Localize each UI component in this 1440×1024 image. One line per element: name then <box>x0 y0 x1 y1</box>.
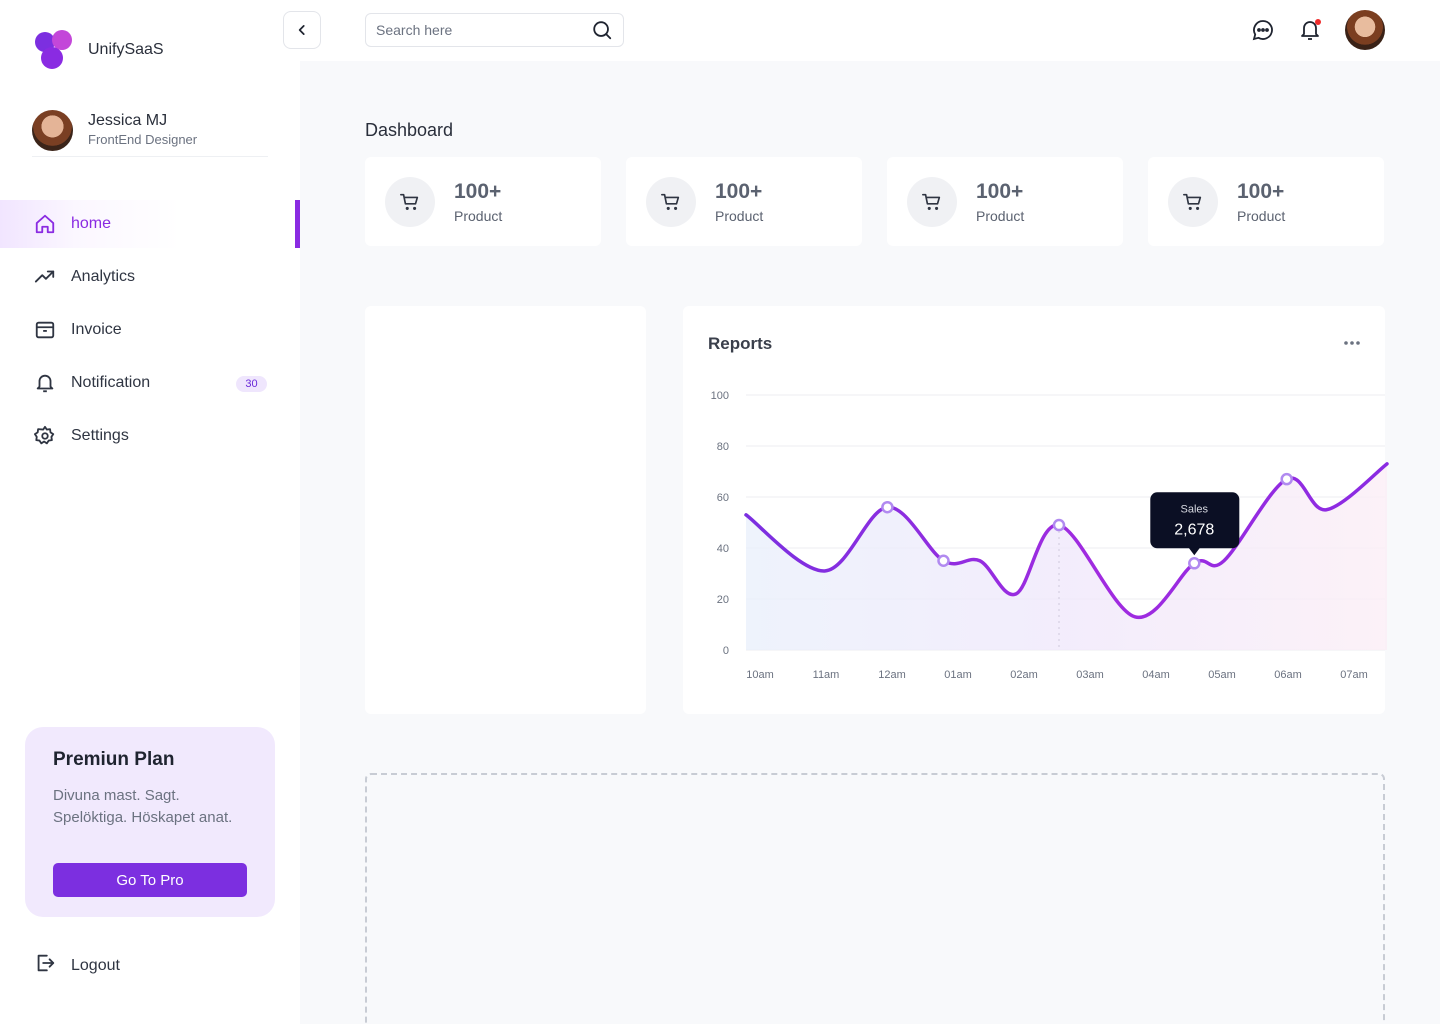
sidebar-item-label: Analytics <box>71 268 136 285</box>
chart-title: Reports <box>708 334 773 353</box>
x-tick-label: 02am <box>1010 669 1038 681</box>
x-tick-label: 07am <box>1340 669 1368 681</box>
data-point <box>1280 472 1293 486</box>
y-tick-label: 40 <box>717 543 729 555</box>
sidebar-nav: home Analytics Invoice Notification 30 <box>0 200 300 465</box>
promo-text: Divuna mast. Sagt. Spelöktiga. Höskapet … <box>53 787 233 826</box>
sales-tooltip: Sales 2,678 <box>1150 492 1240 556</box>
brand[interactable]: UnifySaaS <box>34 30 164 70</box>
sidebar-item-label: home <box>71 215 112 232</box>
x-tick-label: 04am <box>1142 669 1170 681</box>
data-point <box>881 500 894 514</box>
archive-box-icon <box>34 319 56 341</box>
more-horizontal-icon <box>1344 341 1360 345</box>
stat-label: Product <box>976 207 1025 224</box>
x-tick-label: 01am <box>944 669 972 681</box>
empty-card <box>365 306 646 714</box>
notification-count-badge: 30 <box>236 376 267 392</box>
stat-label: Product <box>454 207 503 224</box>
user-avatar-button[interactable] <box>1345 10 1385 50</box>
tooltip-label: Sales <box>1181 503 1209 515</box>
user-role: FrontEnd Designer <box>88 132 198 147</box>
logout-label: Logout <box>71 956 120 974</box>
cart-icon <box>907 176 957 227</box>
gear-icon <box>34 425 56 447</box>
x-tick-label: 03am <box>1076 669 1104 681</box>
trending-up-icon <box>34 266 56 288</box>
chat-bubble-icon <box>1252 20 1273 41</box>
x-tick-label: 10am <box>746 669 774 681</box>
cart-icon <box>1168 176 1218 227</box>
bell-icon <box>1301 21 1319 40</box>
notification-dot <box>1315 19 1321 25</box>
x-tick-label: 06am <box>1274 669 1302 681</box>
page-title: Dashboard <box>365 120 454 140</box>
sidebar-item-label: Notification <box>71 374 151 391</box>
notifications-button[interactable] <box>1297 17 1323 43</box>
data-point <box>1188 557 1201 570</box>
stat-label: Product <box>715 207 764 224</box>
x-tick-label: 05am <box>1208 669 1236 681</box>
dropzone-placeholder <box>365 773 1385 1024</box>
sidebar-item-home[interactable]: home <box>0 200 300 248</box>
sidebar-item-invoice[interactable]: Invoice <box>0 306 300 354</box>
chevron-left-icon <box>298 25 305 35</box>
go-to-pro-button[interactable]: Go To Pro <box>53 863 247 897</box>
stat-value: 100+ <box>976 179 1024 203</box>
cart-icon <box>646 176 696 227</box>
user-name: Jessica MJ <box>88 112 168 129</box>
data-point <box>1052 518 1066 532</box>
collapse-sidebar-button[interactable] <box>283 11 321 49</box>
x-tick-label: 12am <box>878 669 906 681</box>
chart-area-fill <box>746 463 1387 650</box>
brand-name: UnifySaaS <box>88 41 164 58</box>
x-tick-label: 11am <box>813 669 840 681</box>
reports-line-chart: 0 20 40 60 80 100 10am 11am 12am 01am 02am 03am 04am… <box>711 390 1389 681</box>
y-tick-label: 100 <box>711 390 729 402</box>
more-options-button[interactable] <box>1340 333 1364 353</box>
premium-plan-card: Premiun Plan Divuna mast. Sagt. Spelökti… <box>25 727 275 917</box>
search-icon[interactable] <box>591 19 613 41</box>
y-tick-label: 0 <box>723 645 729 657</box>
sidebar-item-label: Invoice <box>71 321 122 338</box>
stat-card[interactable]: 100+ Product <box>626 157 862 246</box>
stat-card[interactable]: 100+ Product <box>365 157 601 246</box>
avatar <box>32 110 73 151</box>
search-input[interactable] <box>376 22 591 38</box>
y-tick-label: 60 <box>717 492 729 504</box>
bell-icon <box>34 372 56 394</box>
stat-card[interactable]: 100+ Product <box>1148 157 1384 246</box>
sidebar-item-notification[interactable]: Notification 30 <box>0 359 300 407</box>
stat-value: 100+ <box>454 179 502 203</box>
tooltip-pointer <box>1188 547 1201 556</box>
user-profile[interactable]: Jessica MJ FrontEnd Designer <box>32 110 268 157</box>
sidebar-item-label: Settings <box>71 427 129 444</box>
sidebar-item-analytics[interactable]: Analytics <box>0 253 300 301</box>
stat-value: 100+ <box>1237 179 1285 203</box>
sidebar-item-settings[interactable]: Settings <box>0 412 300 460</box>
stat-value: 100+ <box>715 179 763 203</box>
brand-logo <box>34 30 74 70</box>
sidebar: UnifySaaS Jessica MJ FrontEnd Designer h… <box>0 0 300 1024</box>
data-point <box>937 554 950 567</box>
reports-card: Reports 0 20 40 60 80 100 10am 11am 12am 01am 02am… <box>683 306 1389 714</box>
topbar <box>300 0 1440 61</box>
messages-button[interactable] <box>1250 17 1276 43</box>
y-tick-label: 20 <box>717 594 729 606</box>
stat-card[interactable]: 100+ Product <box>887 157 1123 246</box>
cart-icon <box>385 176 435 227</box>
y-tick-label: 80 <box>717 441 729 453</box>
tooltip-value: 2,678 <box>1174 521 1214 538</box>
tooltip-box <box>1150 492 1240 549</box>
home-icon <box>34 213 56 235</box>
logout-icon <box>34 952 56 979</box>
stat-label: Product <box>1237 207 1286 224</box>
logout-button[interactable]: Logout <box>34 952 120 979</box>
search-box <box>365 13 624 47</box>
promo-title: Premiun Plan <box>53 749 175 770</box>
